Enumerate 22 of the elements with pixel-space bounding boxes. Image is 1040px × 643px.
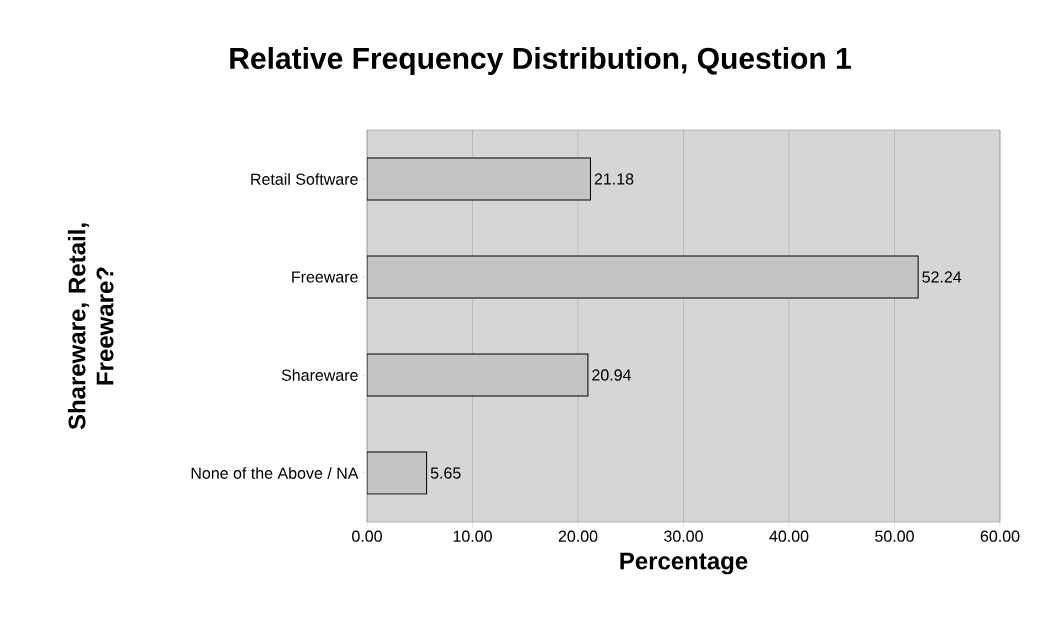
y-tick-label: Freeware bbox=[292, 271, 358, 283]
y-tick-label: None of the Above / NA bbox=[191, 467, 359, 479]
x-tick-label: 30.00 bbox=[664, 530, 703, 542]
x-tick-label: 10.00 bbox=[453, 530, 492, 542]
x-tick-label: 40.00 bbox=[769, 530, 809, 542]
x-tick-label: 20.00 bbox=[558, 530, 598, 542]
x-tick-label: 0.00 bbox=[352, 530, 382, 542]
data-label: 20.94 bbox=[592, 369, 632, 381]
bar bbox=[367, 451, 428, 495]
data-label: 52.24 bbox=[922, 271, 962, 283]
bar bbox=[367, 157, 591, 201]
bar bbox=[367, 353, 589, 397]
x-tick-label: 50.00 bbox=[875, 530, 914, 542]
data-label: 5.65 bbox=[430, 467, 461, 479]
bar bbox=[367, 255, 919, 299]
data-label: 21.18 bbox=[594, 173, 634, 185]
y-tick-label: Shareware bbox=[281, 369, 358, 381]
chart-title: Relative Frequency Distribution, Question 1 bbox=[230, 47, 851, 75]
x-axis-title: Percentage bbox=[620, 552, 748, 575]
x-tick-label: 60.00 bbox=[980, 530, 1020, 542]
y-axis-title: Shareware, Retail, Freeware? bbox=[67, 223, 114, 430]
y-tick-label: Retail Software bbox=[251, 173, 358, 185]
